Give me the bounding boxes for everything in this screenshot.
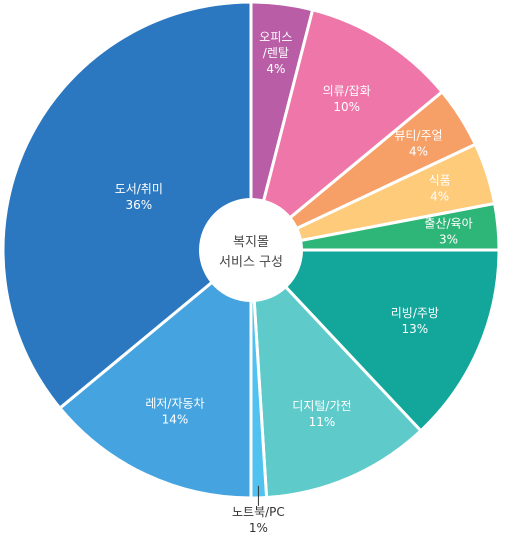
- center-label-line-1: 복지몰: [233, 235, 269, 250]
- slice-label-뷰티-주얼-0: 뷰티/주얼: [394, 129, 442, 143]
- slice-value-뷰티-주얼: 4%: [409, 145, 428, 159]
- slice-value-리빙-주방: 13%: [402, 322, 429, 336]
- slice-label-식품-0: 식품: [429, 174, 451, 188]
- pie-slice-디지털-가전: [249, 248, 423, 500]
- slice-value-레저-자동차: 14%: [162, 413, 189, 427]
- slice-value-오피스-렌탈: 4%: [266, 62, 285, 76]
- pie-slice-레저-자동차: [58, 248, 253, 500]
- pie-slice-의류-잡화: [249, 8, 444, 252]
- pie-labels: 오피스/렌탈 4% 의류/잡화 10% 뷰티/주얼 4% 식품 4% 출산/육아 3% 리빙/주방 1…: [115, 30, 473, 535]
- slice-value-출산-육아: 3%: [439, 232, 458, 246]
- slice-label-디지털-가전-0: 디지털/가전: [292, 399, 351, 413]
- slice-label-레저-자동차-0: 레저/자동차: [145, 397, 204, 411]
- slice-label-출산-육아-0: 출산/육아: [424, 216, 472, 230]
- slice-label-노트북-PC-0: 노트북/PC: [232, 505, 285, 519]
- pie-slice-도서-취미: [1, 0, 253, 410]
- center-hole: 복지몰 서비스 구성: [199, 198, 303, 302]
- slice-value-식품: 4%: [430, 190, 449, 204]
- slice-value-노트북-PC: 1%: [249, 521, 268, 535]
- slice-value-도서-취미: 36%: [125, 198, 152, 212]
- slice-label-리빙-주방-0: 리빙/주방: [391, 306, 439, 320]
- slice-label-도서-취미-0: 도서/취미: [115, 182, 163, 196]
- slice-value-디지털-가전: 11%: [309, 415, 336, 429]
- slice-label-오피스-렌탈-0: 오피스: [259, 30, 292, 44]
- pie-slices: [1, 0, 501, 500]
- center-label-line-2: 서비스 구성: [219, 255, 283, 270]
- center-circle: [199, 198, 303, 302]
- slice-label-오피스-렌탈-1: /렌탈: [263, 46, 289, 60]
- pie-slice-리빙-주방: [249, 248, 501, 433]
- slice-value-의류-잡화: 10%: [333, 100, 360, 114]
- slice-label-의류-잡화-0: 의류/잡화: [323, 84, 371, 98]
